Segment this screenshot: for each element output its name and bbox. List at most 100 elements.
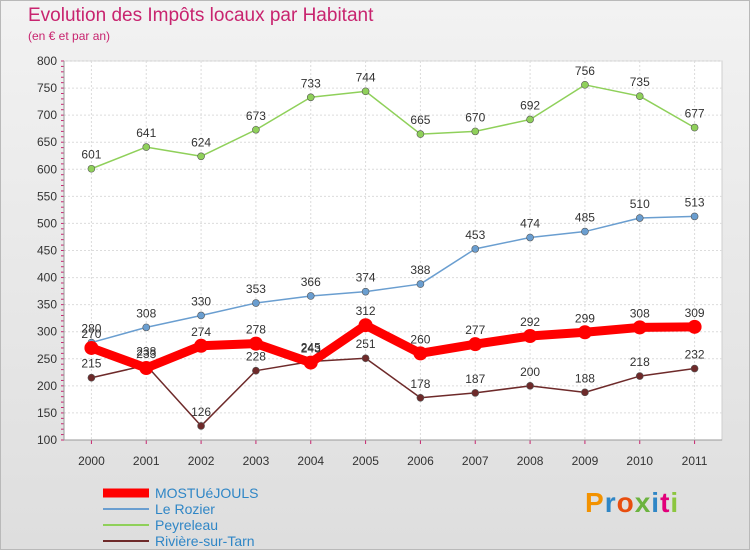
data-point: [526, 115, 534, 124]
data-label: 126: [191, 405, 211, 419]
data-label: 188: [575, 371, 595, 385]
y-tick-label: 400: [37, 271, 57, 285]
data-point: [690, 123, 699, 132]
data-label: 178: [410, 377, 430, 391]
data-label: 756: [575, 64, 595, 78]
data-label: 353: [246, 282, 266, 296]
data-point: [526, 382, 534, 390]
data-point: [306, 292, 315, 300]
data-label: 232: [685, 348, 705, 362]
data-point: [306, 93, 315, 102]
data-label: 251: [356, 337, 376, 351]
data-label: 677: [685, 107, 705, 121]
logo-letter: P: [585, 487, 605, 518]
data-label: 330: [191, 294, 211, 308]
series-line-3: [90, 357, 696, 427]
data-label: 299: [575, 311, 595, 325]
y-tick-label: 800: [37, 54, 57, 68]
data-label: 513: [685, 195, 705, 209]
data-label: 388: [410, 263, 430, 277]
data-point: [252, 125, 260, 134]
data-point: [252, 299, 260, 307]
data-label: 673: [246, 109, 266, 123]
data-label: 641: [136, 126, 156, 140]
data-label: 280: [81, 322, 101, 336]
data-label: 278: [246, 323, 266, 337]
x-tick-label: 2006: [407, 454, 434, 468]
data-label: 215: [81, 357, 101, 371]
y-tick-label: 500: [37, 216, 57, 230]
data-point: [471, 245, 480, 253]
data-point: [252, 366, 260, 375]
data-label: 260: [410, 332, 430, 346]
data-point: [139, 360, 154, 375]
legend-label: Peyreleau: [155, 517, 218, 533]
chart-title: Evolution des Impôts locaux par Habitant: [28, 5, 374, 26]
y-tick-label: 200: [37, 379, 57, 393]
data-label: 277: [465, 323, 485, 337]
data-point: [471, 127, 480, 136]
data-point: [142, 143, 151, 151]
data-label: 308: [630, 306, 650, 320]
y-tick-label: 300: [37, 325, 57, 339]
data-point: [635, 214, 644, 222]
data-point: [468, 337, 483, 352]
data-point: [690, 212, 699, 221]
data-label: 692: [520, 98, 540, 112]
data-label: 270: [81, 327, 101, 341]
x-tick-label: 2005: [352, 454, 379, 468]
x-tick-label: 2009: [572, 454, 599, 468]
y-tick-label: 350: [37, 298, 57, 312]
legend-label: Le Rozier: [155, 501, 215, 517]
data-point: [632, 320, 647, 335]
data-point: [687, 319, 702, 334]
data-label: 453: [465, 228, 485, 242]
logo-letter: o: [616, 487, 635, 518]
logo-letter: i: [670, 487, 680, 518]
data-point: [87, 373, 96, 382]
legend-label: MOSTUéJOULS: [155, 485, 258, 501]
y-tick-label: 700: [37, 108, 57, 122]
data-label: 670: [465, 110, 485, 124]
y-tick-label: 550: [37, 189, 57, 203]
data-point: [194, 338, 209, 353]
x-tick-label: 2000: [78, 454, 105, 468]
data-point: [416, 393, 425, 402]
legend-label: Rivière-sur-Tarn: [155, 533, 255, 549]
data-point: [526, 233, 534, 242]
y-tick-label: 450: [37, 244, 57, 258]
data-point: [635, 372, 644, 380]
x-tick-label: 2001: [133, 454, 160, 468]
data-point: [413, 346, 428, 361]
data-label: 735: [630, 75, 650, 89]
y-tick-label: 650: [37, 135, 57, 149]
data-point: [87, 164, 96, 173]
data-label: 200: [520, 365, 540, 379]
x-tick-label: 2011: [682, 454, 708, 468]
data-point: [523, 329, 538, 344]
data-point: [197, 422, 205, 430]
data-label: 733: [301, 76, 321, 90]
data-point: [303, 355, 318, 370]
logo-letter: i: [651, 487, 661, 518]
data-label: 228: [246, 350, 266, 364]
data-label: 218: [630, 355, 650, 369]
data-point: [248, 336, 263, 351]
y-tick-label: 150: [37, 406, 57, 420]
data-point: [142, 323, 151, 332]
data-point: [361, 354, 370, 363]
data-point: [690, 364, 699, 373]
data-point: [197, 311, 205, 320]
y-tick-label: 100: [37, 433, 57, 447]
data-label: 187: [465, 372, 485, 386]
data-label: 233: [136, 347, 156, 361]
data-point: [471, 389, 480, 397]
data-label: 601: [81, 148, 101, 162]
data-point: [197, 152, 205, 161]
x-tick-label: 2007: [462, 454, 489, 468]
data-point: [577, 325, 592, 340]
y-tick-label: 600: [37, 162, 57, 176]
data-label: 665: [410, 113, 430, 127]
